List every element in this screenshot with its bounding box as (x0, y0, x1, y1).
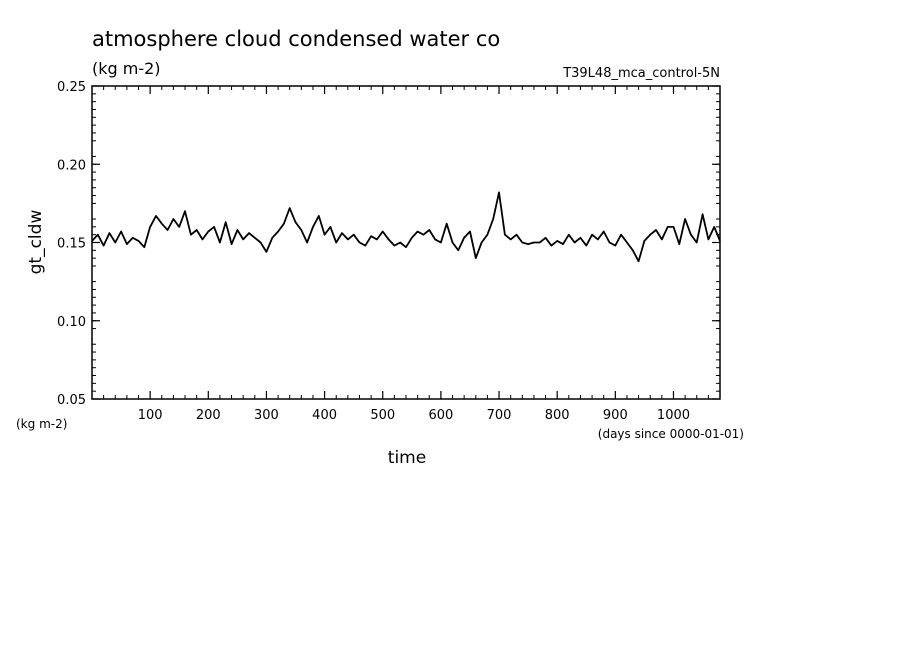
chart-subtitle: (kg m-2) (92, 59, 161, 78)
y-axis-label: gt_cldw (26, 210, 46, 275)
y-tick-label: 0.15 (57, 237, 86, 252)
x-tick-label: 300 (254, 408, 279, 423)
y-tick-label: 0.10 (57, 315, 86, 330)
x-tick-label: 400 (312, 408, 337, 423)
x-tick-label: 800 (545, 408, 570, 423)
major-ticks (92, 85, 720, 400)
y-tick-label: 0.05 (57, 393, 86, 408)
x-tick-label: 200 (196, 408, 221, 423)
x-tick-label: 900 (603, 408, 628, 423)
x-tick-label: 600 (428, 408, 453, 423)
x-tick-label: 1000 (657, 408, 690, 423)
run-label: T39L48_mca_control-5N (562, 66, 720, 81)
plot-frame (91, 85, 721, 400)
x-tick-label: 500 (370, 408, 395, 423)
y-tick-label: 0.20 (57, 158, 86, 173)
x-tick-label: 700 (487, 408, 512, 423)
chart-title: atmosphere cloud condensed water co (92, 27, 500, 51)
x-tick-labels: 100 200 300 400 500 600 700 800 900 1000 (138, 408, 690, 423)
x-units-label: (days since 0000-01-01) (598, 427, 744, 441)
y-units-label: (kg m-2) (16, 417, 67, 431)
series-line (91, 191, 721, 263)
x-tick-label: 100 (138, 408, 163, 423)
y-tick-label: 0.25 (57, 80, 86, 95)
minor-ticks (92, 86, 720, 399)
y-tick-labels: 0.05 0.10 0.15 0.20 0.25 (57, 80, 86, 408)
x-axis-label: time (388, 448, 426, 468)
